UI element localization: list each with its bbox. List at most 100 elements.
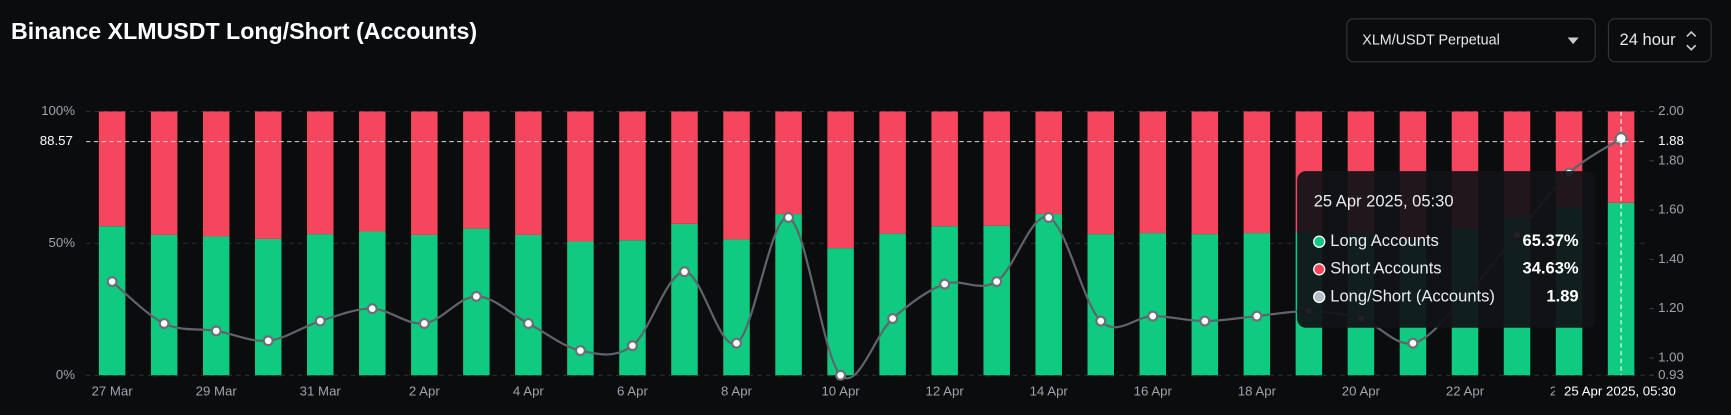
bar-segment [723,111,750,240]
bar-segment [879,233,906,376]
tooltip-marker [1313,235,1326,248]
x-tick-label: 18 Apr [1238,383,1277,398]
bar-segment [567,111,594,242]
dropdown-label[interactable]: XLM/USDT Perpetual [1362,33,1500,49]
crosshair-y2-label-bg [1651,130,1718,153]
bar-segment [1139,233,1167,376]
tooltip-series-name: Short Accounts [1330,259,1441,278]
ratio-point [939,278,951,290]
y2-tick-label: 1.00 [1658,350,1684,365]
bar-segment [619,240,646,376]
x-tick-label: 10 Apr [821,383,860,398]
bar-segment [98,111,126,227]
crosshair-y-label-bg [8,130,76,153]
ratio-point [470,290,482,302]
bar-segment [931,226,958,376]
crosshair-x-label-bg [1554,380,1690,403]
bar-segment [879,111,906,234]
ratio-point [1251,310,1263,322]
x-tick-label: 22 Apr [1446,383,1485,398]
x-tick-label: 20 Apr [1342,383,1381,398]
x-tick-label: 16 Apr [1134,383,1173,398]
ratio-point [678,266,691,278]
crosshair-y-label: 88.57 [40,133,73,148]
ratio-point [522,317,534,330]
dropdown-caret[interactable] [1686,30,1697,51]
page-title: Binance XLMUSDT Long/Short (Accounts) [11,18,477,44]
bar-segment [1243,233,1271,376]
tooltip-series-name: Long/Short (Accounts) [1330,286,1495,305]
tooltip: 25 Apr 2025, 05:30 Long Accounts 65.37% Sho… [1297,171,1596,328]
dropdown-box[interactable] [1607,18,1712,63]
ratio-point [262,335,274,347]
bar-segment [775,214,802,376]
bar-segment [619,111,646,241]
bar-segment [202,236,230,376]
bar-segment [359,111,386,232]
x-tick-label: 4 Apr [513,383,544,398]
bar-segment [1139,111,1167,234]
bar-segment [150,234,178,376]
ratio-point [783,211,795,224]
bar-segment [411,111,438,235]
x-tick-label: 14 Apr [1030,383,1069,398]
ratio-point [1043,211,1055,224]
bar-segment [307,234,334,376]
bar-segment [202,111,230,237]
y2-tick-label: 1.60 [1658,202,1684,217]
tooltip-date: 25 Apr 2025, 05:30 [1314,191,1454,210]
tooltip-box [1297,171,1596,328]
bar-segment [1087,234,1114,376]
bar-segment [515,111,542,235]
y2-tick-label: 2.00 [1658,103,1684,118]
bar-segment [827,111,854,249]
bar-segment [1191,234,1219,376]
bar-segment [723,239,750,376]
bar-segment [671,111,698,224]
ratio-point [626,340,638,352]
ratio-point [731,337,743,349]
y2-tick-label: 1.80 [1658,152,1684,167]
ratio-point [1407,337,1419,349]
y-tick-label: 0% [56,367,75,382]
crosshair-x-label: 25 Apr 2025, 05:30 [1564,383,1676,398]
ratio-point [1095,315,1107,327]
tooltip-value: 1.89 [1546,286,1578,305]
bar-segment [1035,111,1062,215]
bar-segment [671,223,698,376]
bar-segment [307,111,334,235]
ratio-point [835,369,847,381]
x-tick-label: 12 Apr [926,383,965,398]
x-tick-label: 29 Mar [196,383,238,398]
bar-segment [411,234,438,376]
dropdown-label[interactable]: 24 hour [1620,30,1677,49]
y2-tick-label: 0.93 [1658,367,1684,382]
bar-segment [983,225,1010,376]
tooltip-series-name: Long Accounts [1330,231,1439,250]
bar-segment [827,248,854,376]
x-tick-label: 31 Mar [300,383,342,398]
bar-segment [150,111,178,235]
ratio-point [366,303,378,315]
dropdown-caret[interactable] [1567,37,1579,45]
bar-segment [98,226,126,376]
bar-segment [1243,111,1271,234]
bar-segment [254,238,282,376]
dropdown-box[interactable] [1346,18,1596,63]
y2-tick-label: 1.20 [1658,300,1684,315]
plot: 0% 50% 100% 0.93 1.00 1.20 1.40 1.60 1.80 2.00 27 … [8,103,1718,403]
y2-tick-label: 1.40 [1658,251,1684,266]
bar-segment [931,111,958,227]
bar-segment [463,228,490,376]
bar-segment [1035,214,1062,376]
bar-segment [254,111,282,239]
y-tick-label: 100% [41,103,75,118]
period-dropdown[interactable]: 24 hour [1607,18,1712,63]
bar-segment [463,111,490,229]
ratio-point [1147,310,1159,322]
symbol-dropdown[interactable]: XLM/USDT Perpetual [1346,18,1596,63]
bar-segment [1607,111,1635,203]
ratio-point [991,276,1003,288]
ratio-point [887,313,899,325]
